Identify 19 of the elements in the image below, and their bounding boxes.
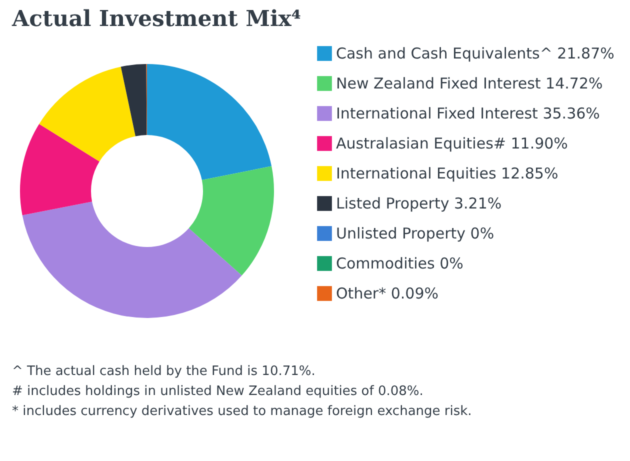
legend-label: Other* 0.09%	[336, 284, 439, 302]
chart-title: Actual Investment Mix⁴	[11, 6, 302, 32]
legend-label: Australasian Equities# 11.90%	[336, 134, 568, 152]
donut-slice	[22, 202, 242, 318]
donut-slice	[120, 64, 147, 136]
donut-slice	[188, 166, 274, 276]
legend-label: International Fixed Interest 35.36%	[336, 104, 600, 122]
donut-slice	[147, 64, 272, 180]
donut-slice	[39, 66, 136, 162]
legend-label: International Equities 12.85%	[336, 164, 558, 182]
legend-label: Cash and Cash Equivalents^ 21.87%	[336, 44, 614, 62]
text: ^ The actual cash held by the Fund is 10.71%.	[12, 364, 316, 379]
text: # includes holdings in unlisted New Zealand equities of 0.08%.	[12, 384, 424, 399]
text: * includes currency derivatives used to manage foreign exchange risk.	[12, 404, 472, 419]
legend-label: Listed Property 3.21%	[336, 194, 502, 212]
legend-label: Commodities 0%	[336, 254, 464, 272]
legend-label: Unlisted Property 0%	[336, 224, 494, 242]
legend-label: New Zealand Fixed Interest 14.72%	[336, 74, 603, 92]
donut-slice	[20, 124, 100, 216]
